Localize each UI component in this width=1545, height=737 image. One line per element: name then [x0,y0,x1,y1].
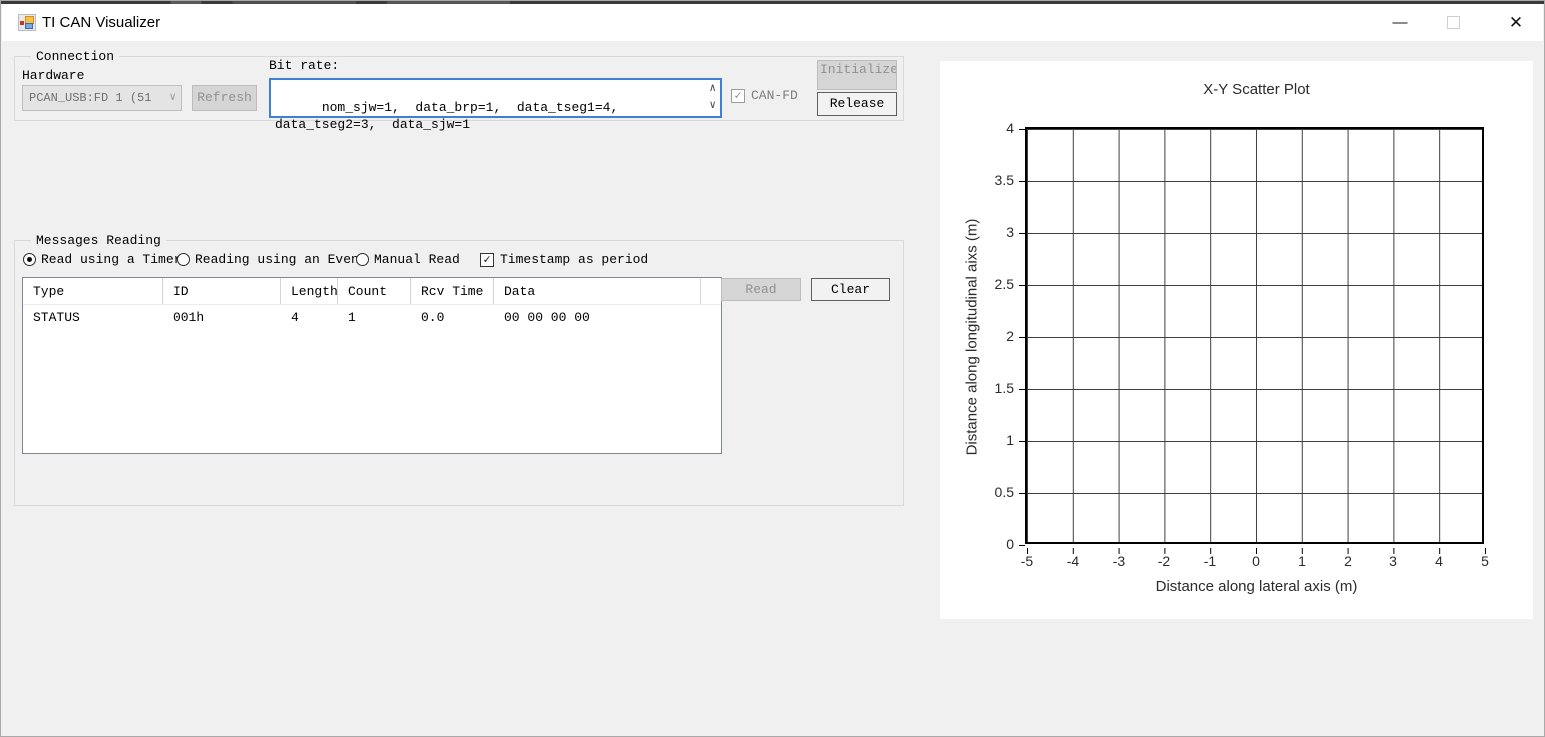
table-header: Type ID Length Count Rcv Time Data [23,278,721,305]
x-tick-label: 0 [1252,553,1260,569]
x-tick-label: 4 [1435,553,1443,569]
refresh-button[interactable]: Refresh [192,85,257,111]
messages-table: Type ID Length Count Rcv Time Data STATU… [22,277,722,454]
y-tick-label: 0 [1006,536,1014,552]
scroll-up-icon[interactable]: ∧ [709,83,716,95]
x-tick-label: 2 [1344,553,1352,569]
connection-groupbox-label: Connection [31,48,120,65]
timestamp-label: Timestamp as period [500,252,649,267]
chart-panel: X-Y Scatter Plot -5 -4 -3 -2 -1 0 1 2 3 … [940,61,1533,619]
y-tick-label: 1.5 [994,380,1014,396]
y-tick-label: 2.5 [994,276,1014,292]
app-icon [18,14,36,31]
x-tick-label: -4 [1066,553,1080,569]
radio-manual-read[interactable]: Manual Read [356,252,460,267]
bitrate-label: Bit rate: [269,58,340,73]
bitrate-textbox[interactable]: nom_sjw=1, data_brp=1, data_tseg1=4, dat… [269,78,722,132]
header-cell-rcvtime[interactable]: Rcv Time [411,278,494,304]
connection-groupbox: Connection Hardware PCAN_USB:FD 1 (51 ∨ … [14,48,904,132]
header-cell-length[interactable]: Length [281,278,338,304]
scroll-down-icon[interactable]: ∨ [709,100,716,112]
cell-data: 00 00 00 00 [504,310,590,325]
maximize-button[interactable] [1432,4,1478,41]
initialize-button[interactable]: Initialize [817,60,897,90]
background-window-edge [1,1,1544,4]
window-title: TI CAN Visualizer [42,14,161,31]
radio-unselected-icon [356,253,369,266]
y-tick-label: 3 [1006,224,1014,240]
cell-length: 4 [291,310,299,325]
y-tick-label: 2 [1006,328,1014,344]
canfd-check-icon: ✓ [731,88,745,103]
hardware-label: Hardware [22,68,85,83]
header-cell-id[interactable]: ID [163,278,281,304]
header-cell-type[interactable]: Type [23,278,163,304]
messages-groupbox: Messages Reading Read using a Timer Read… [14,232,904,506]
x-tick-label: 3 [1389,553,1397,569]
radio-read-event[interactable]: Reading using an Even [177,252,359,267]
y-axis-label: Distance along longitudinal aixs (m) [963,218,981,456]
clear-button[interactable]: Clear [811,278,890,301]
radio-unselected-icon [177,253,190,266]
bitrate-text: nom_sjw=1, data_brp=1, data_tseg1=4, dat… [275,100,634,132]
header-cell-data[interactable]: Data [494,278,701,304]
scatter-plot-area [1025,127,1484,544]
radio-read-timer[interactable]: Read using a Timer [23,252,181,267]
y-tick-label: 0.5 [994,484,1014,500]
radio-read-timer-label: Read using a Timer [41,252,182,267]
x-tick-label: -1 [1203,553,1217,569]
x-axis-label: Distance along lateral axis (m) [1155,578,1358,595]
y-tick-label: 1 [1006,432,1014,448]
radio-read-event-label: Reading using an Even [195,252,359,267]
cell-rcvtime: 0.0 [421,310,445,325]
radio-selected-icon [23,253,36,266]
timestamp-checkbox[interactable]: ✓ Timestamp as period [480,252,648,267]
hardware-combobox-value: PCAN_USB:FD 1 (51 [29,91,152,105]
app-icon-blue-square [25,23,33,29]
x-tick-label: -5 [1020,553,1034,569]
canfd-checkbox[interactable]: ✓ CAN-FD [731,88,798,103]
canfd-label: CAN-FD [751,88,798,103]
cell-filler [701,305,721,330]
x-axis-ticks [1027,548,1486,554]
app-icon-red-square [20,21,24,25]
x-tick-label: -3 [1112,553,1126,569]
chevron-down-icon: ∨ [169,92,176,104]
chart-title: X-Y Scatter Plot [1203,81,1310,98]
messages-groupbox-label: Messages Reading [31,232,166,249]
cell-id: 001h [173,310,205,325]
read-button[interactable]: Read [721,278,801,301]
x-tick-label: -2 [1157,553,1171,569]
release-button[interactable]: Release [817,92,897,116]
cell-count: 1 [348,310,356,325]
y-tick-label: 4 [1006,120,1014,136]
table-row[interactable]: STATUS 001h 4 1 0.0 00 00 00 00 [23,305,721,330]
radio-manual-read-label: Manual Read [374,252,460,267]
header-cell-count[interactable]: Count [338,278,411,304]
maximize-icon [1447,16,1460,29]
timestamp-check-icon: ✓ [480,252,494,267]
y-axis-ticks [1019,129,1025,546]
cell-type: STATUS [33,310,80,325]
header-cell-filler [701,278,721,304]
y-tick-label: 3.5 [994,172,1014,188]
hardware-combobox[interactable]: PCAN_USB:FD 1 (51 ∨ [22,85,182,111]
x-tick-label: 1 [1298,553,1306,569]
window-titlebar: TI CAN Visualizer — ✕ [2,4,1543,41]
x-tick-label: 5 [1481,553,1489,569]
close-button[interactable]: ✕ [1508,13,1524,32]
minimize-button[interactable]: — [1392,14,1408,31]
